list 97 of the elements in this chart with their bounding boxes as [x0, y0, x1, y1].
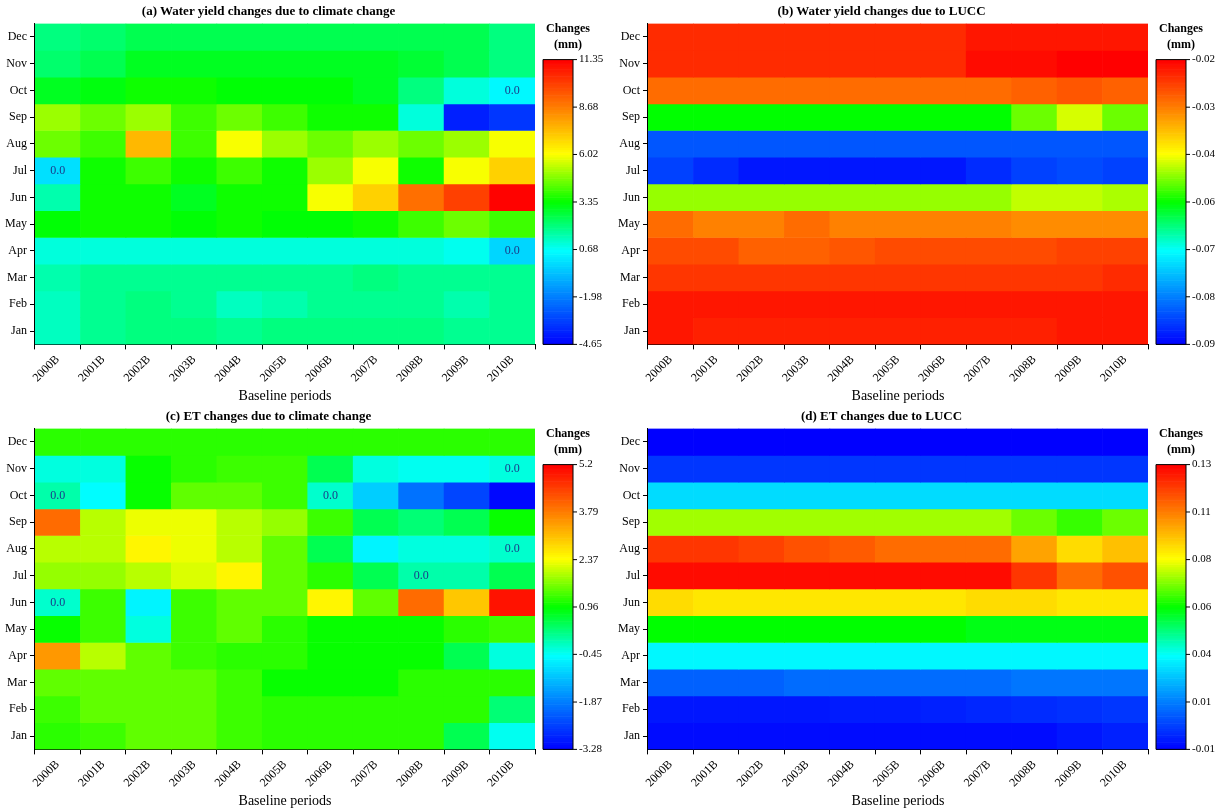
color-bar-label: 0.11 [1192, 504, 1211, 517]
y-tick-label: Sep [9, 109, 27, 124]
y-tick-label: Feb [622, 296, 640, 311]
color-bar-label: 0.06 [1192, 599, 1212, 612]
color-bar-label: -1.98 [579, 289, 603, 302]
y-tick-label: May [5, 216, 27, 231]
color-bar-label: 3.35 [579, 194, 599, 207]
y-tick-label: Dec [7, 29, 27, 44]
x-axis-title: Baseline periods [851, 388, 945, 404]
annotation: 0.0 [504, 82, 520, 97]
y-tick-label: Feb [622, 701, 640, 716]
color-bar-label: 6.02 [579, 147, 599, 160]
y-tick-label: Jul [12, 567, 28, 582]
y-tick-label: Mar [620, 269, 640, 284]
chart-title: (d) ET changes due to LUCC [800, 408, 963, 424]
color-bar-label: 3.79 [579, 504, 599, 517]
y-tick-label: Aug [619, 136, 640, 151]
color-bar-label: -0.06 [1192, 194, 1216, 207]
y-tick-label: Jan [11, 728, 27, 743]
y-tick-label: Nov [619, 460, 640, 475]
color-bar-label: 0.68 [579, 242, 599, 255]
y-tick-label: Jan [11, 323, 27, 338]
y-tick-label: Jun [623, 594, 640, 609]
y-tick-label: Dec [620, 434, 640, 449]
annotation: 0.0 [413, 567, 429, 582]
y-tick-label: Nov [6, 55, 27, 70]
color-bar-label: -1.87 [579, 694, 603, 707]
color-bar-label: 8.68 [579, 100, 599, 113]
y-tick-label: Apr [621, 647, 640, 662]
y-tick-label: Feb [9, 296, 27, 311]
color-bar-label: -0.07 [1192, 242, 1216, 255]
x-axis-title: Baseline periods [238, 388, 332, 404]
color-bar-label: -0.03 [1192, 100, 1216, 113]
color-bar-title: Changes (mm) [545, 20, 591, 51]
color-bar-label: 2.37 [579, 552, 599, 565]
color-bar-label: -0.08 [1192, 289, 1216, 302]
y-tick-label: Jul [12, 162, 28, 177]
color-bar-label: 0.04 [1192, 647, 1212, 660]
y-tick-label: Jan [624, 728, 640, 743]
annotation: 0.0 [504, 460, 520, 475]
color-bar-label: -0.09 [1192, 337, 1216, 350]
color-bar-label: 0.08 [1192, 552, 1212, 565]
y-tick-label: May [618, 216, 640, 231]
y-tick-label: Jul [625, 567, 641, 582]
chart-title: (c) ET changes due to climate change [165, 408, 372, 424]
y-tick-label: Mar [7, 269, 27, 284]
color-bar-label: -3.28 [579, 742, 603, 755]
y-tick-label: Oct [622, 82, 641, 97]
y-tick-label: Apr [621, 242, 640, 257]
color-bar-label: 0.96 [579, 599, 599, 612]
y-tick-label: Sep [9, 514, 27, 529]
y-tick-label: Jun [623, 189, 640, 204]
y-tick-label: Apr [8, 242, 27, 257]
y-tick-label: May [5, 621, 27, 636]
y-tick-label: Dec [7, 434, 27, 449]
y-tick-label: Sep [622, 109, 640, 124]
color-bar-label: -0.02 [1192, 52, 1215, 65]
y-tick-label: Oct [9, 82, 28, 97]
color-bar-label: 11.35 [579, 52, 604, 65]
y-tick-label: Jun [10, 189, 27, 204]
y-tick-label: Mar [620, 674, 640, 689]
color-bar-label: -0.04 [1192, 147, 1216, 160]
y-tick-label: Oct [9, 487, 28, 502]
color-bar-label: -0.45 [579, 647, 603, 660]
x-axis-title: Baseline periods [851, 793, 945, 809]
chart-title: (a) Water yield changes due to climate change [141, 3, 396, 19]
annotation: 0.0 [50, 162, 66, 177]
y-tick-label: Aug [6, 136, 27, 151]
annotation: 0.0 [50, 594, 66, 609]
y-tick-label: Dec [620, 29, 640, 44]
color-bar-label: 5.2 [579, 457, 593, 470]
y-tick-label: Jan [624, 323, 640, 338]
annotation: 0.0 [504, 541, 520, 556]
color-bar-title: Changes (mm) [1158, 20, 1204, 51]
y-tick-label: Jun [10, 594, 27, 609]
y-tick-label: Aug [619, 541, 640, 556]
y-tick-label: Apr [8, 647, 27, 662]
color-bar-title: Changes (mm) [1158, 425, 1204, 456]
y-tick-label: Sep [622, 514, 640, 529]
color-bar-label: -0.01 [1192, 742, 1215, 755]
y-tick-label: May [618, 621, 640, 636]
y-tick-label: Aug [6, 541, 27, 556]
y-tick-label: Feb [9, 701, 27, 716]
color-bar-label: 0.13 [1192, 457, 1212, 470]
color-bar-label: -4.65 [579, 337, 603, 350]
y-tick-label: Oct [622, 487, 641, 502]
y-tick-label: Mar [7, 674, 27, 689]
y-tick-label: Jul [625, 162, 641, 177]
color-bar-label: 0.01 [1192, 694, 1212, 707]
x-axis-title: Baseline periods [238, 793, 332, 809]
color-bar-title: Changes (mm) [545, 425, 591, 456]
annotation: 0.0 [50, 487, 66, 502]
chart-title: (b) Water yield changes due to LUCC [777, 3, 986, 19]
annotation: 0.0 [504, 242, 520, 257]
y-tick-label: Nov [6, 460, 27, 475]
annotation: 0.0 [322, 487, 338, 502]
y-tick-label: Nov [619, 55, 640, 70]
